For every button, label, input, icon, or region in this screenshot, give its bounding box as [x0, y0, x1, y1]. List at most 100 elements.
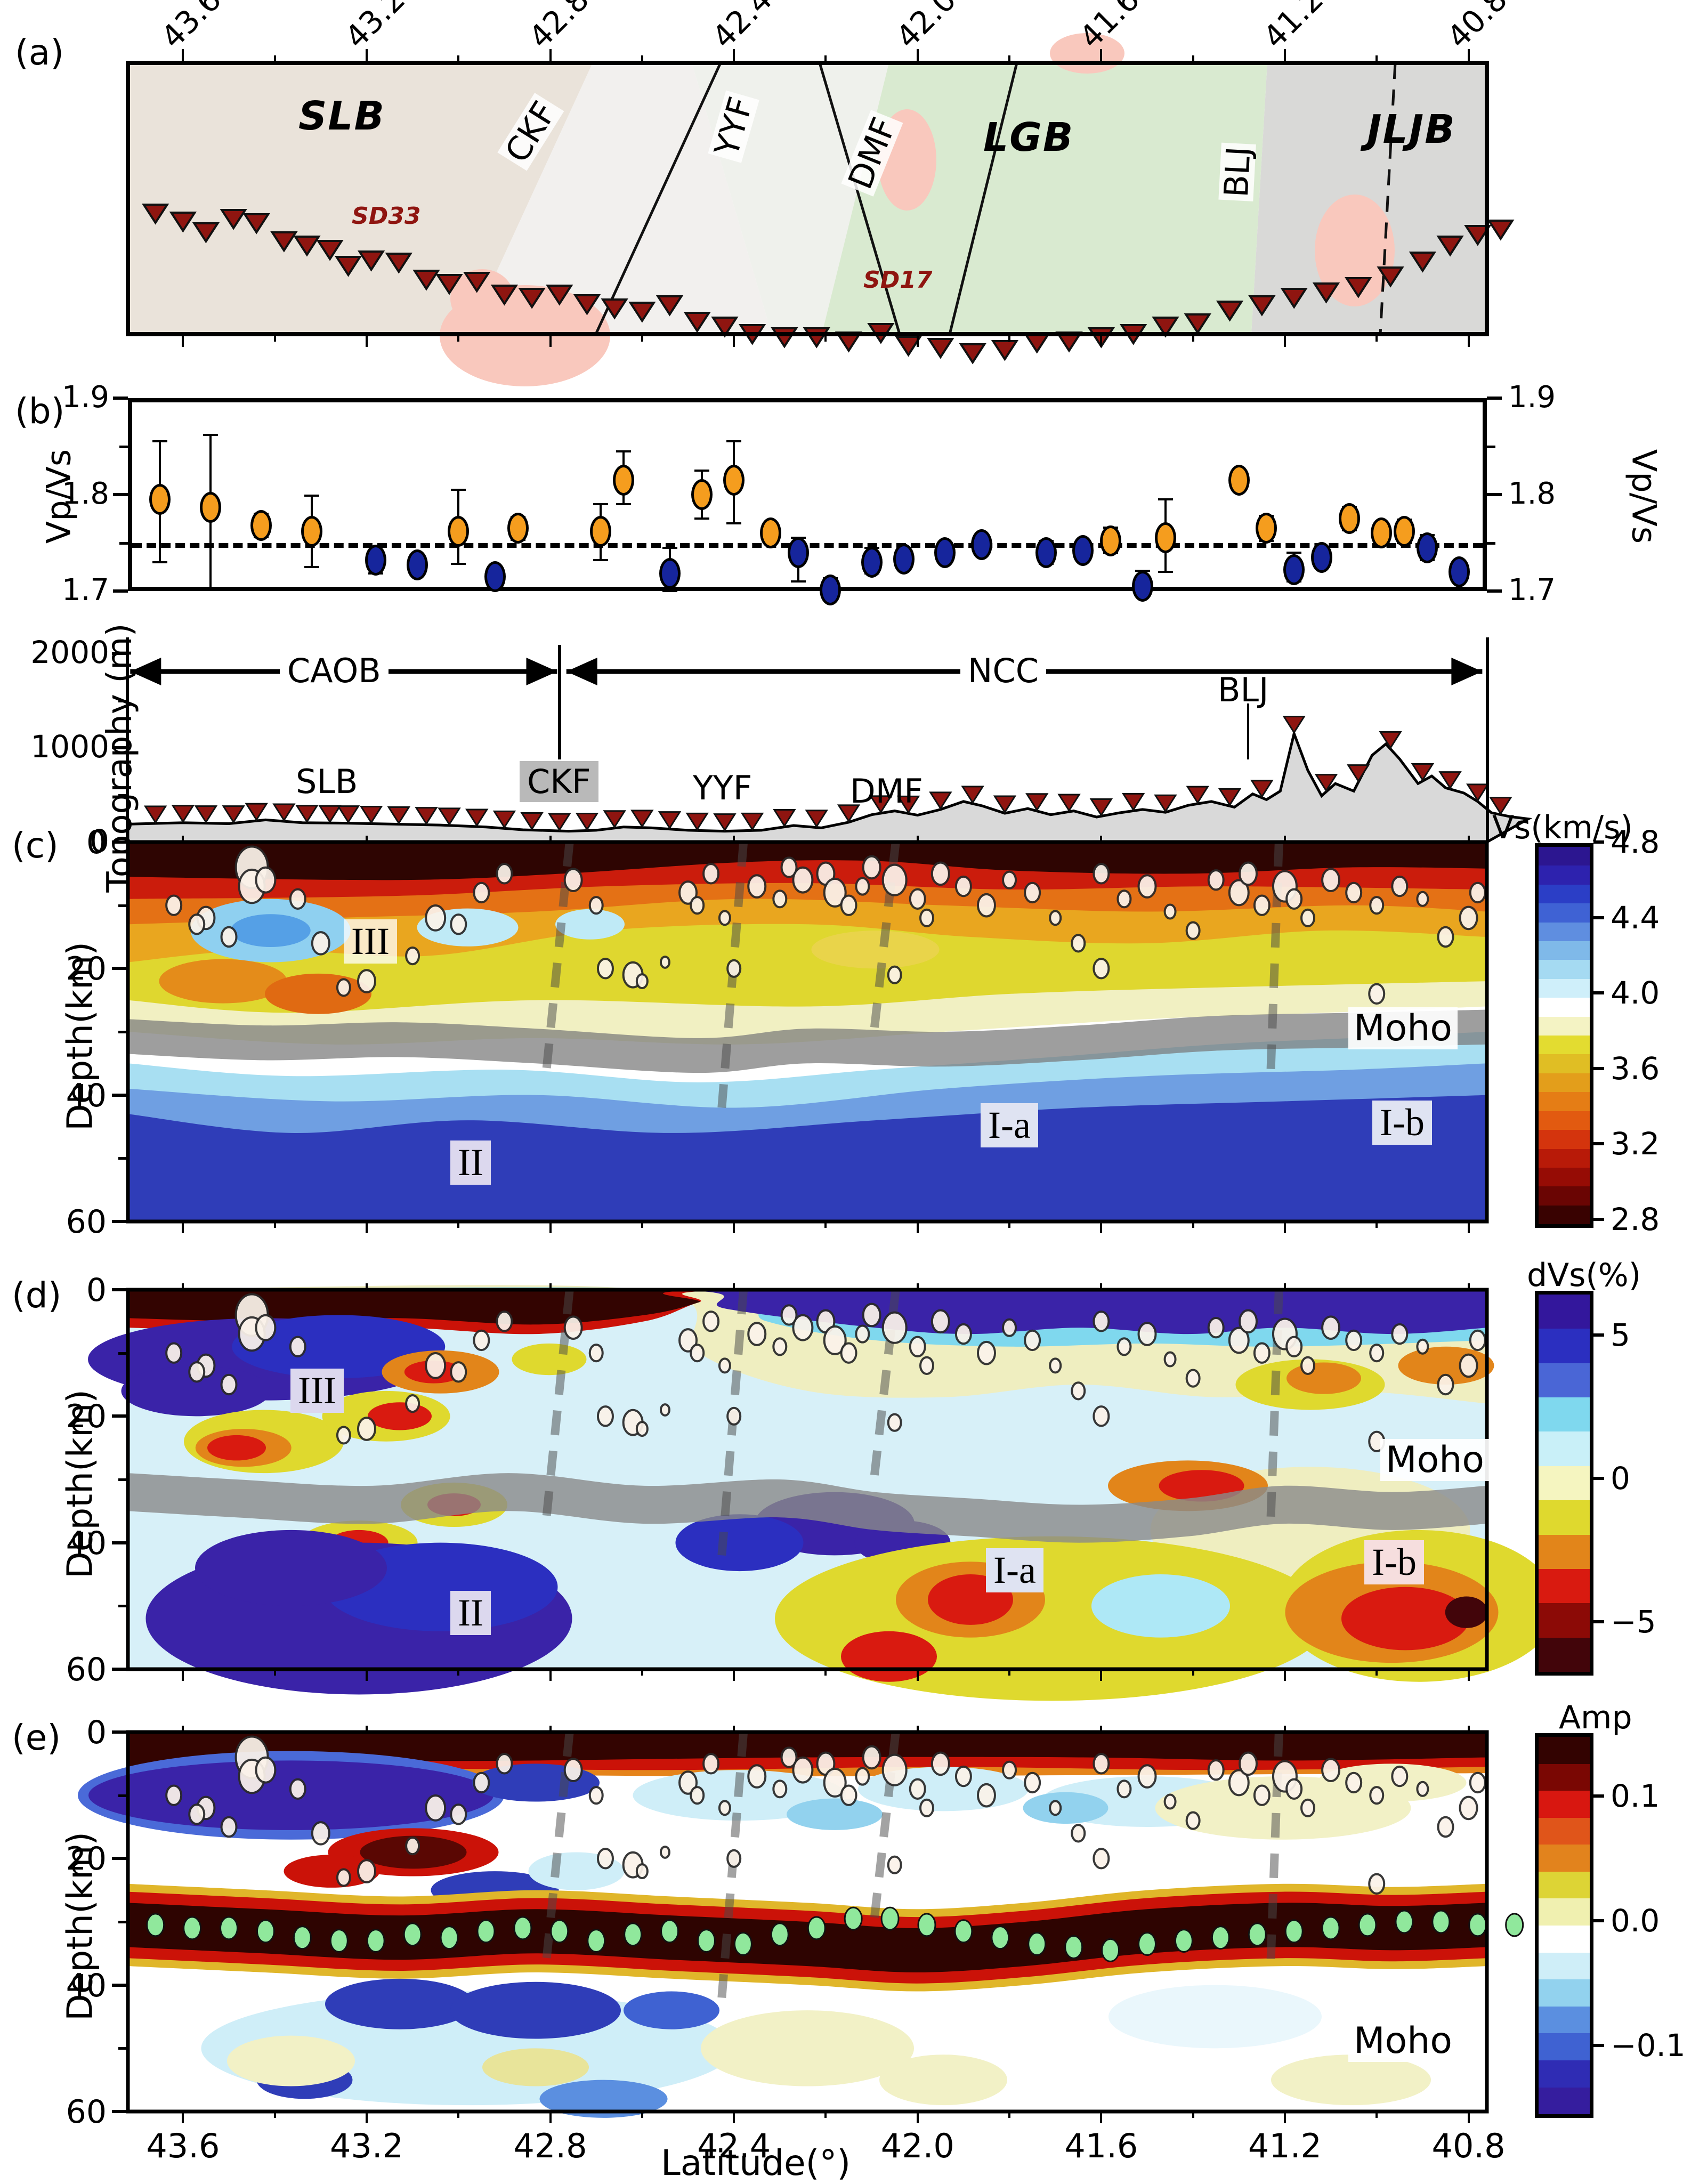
station-triangle — [1248, 295, 1276, 317]
earthquake-marker — [1369, 1786, 1385, 1805]
colorbar-segment — [1539, 1500, 1590, 1535]
earthquake-marker — [792, 1314, 814, 1341]
panel-b-letter: (b) — [15, 391, 65, 432]
vpvs-left-ticklabel: 1.9 — [61, 380, 109, 415]
earthquake-marker — [747, 1764, 767, 1789]
station-triangle — [656, 295, 684, 317]
earthquake-marker — [1391, 875, 1409, 897]
vpvs-error-cap — [616, 503, 632, 506]
topo-station-triangle — [318, 805, 342, 824]
earthquake-marker — [780, 1746, 798, 1768]
earthquake-marker — [336, 978, 351, 997]
map-region-label-lgb: LGB — [983, 115, 1074, 160]
earthquake-marker — [855, 877, 870, 896]
earthquake-marker — [165, 1784, 183, 1806]
map-bottom-tick — [916, 334, 919, 347]
earthquake-marker — [450, 1361, 467, 1383]
topo-station-triangle — [336, 805, 360, 824]
vpvs-error-cap — [203, 588, 219, 591]
colorbar-segment — [1539, 1845, 1590, 1872]
colorbar-segment — [1539, 1363, 1590, 1398]
map-region-label-jljb: JLJB — [1367, 107, 1456, 152]
moho-pick-dot — [440, 1926, 459, 1950]
section-x-tick — [182, 2112, 184, 2123]
earthquake-marker — [792, 1756, 814, 1784]
section-x-toptick — [365, 1726, 368, 1732]
earthquake-marker — [919, 908, 934, 927]
colorbar-segment — [1539, 1016, 1590, 1036]
ckf-divider-line — [557, 645, 561, 759]
vpvs-point — [590, 515, 612, 547]
topo-station-triangle — [1057, 794, 1081, 812]
vpvs-error-cap — [726, 522, 742, 525]
depth-axis-label-d: Depth(km) — [59, 1389, 101, 1579]
depth-tick — [112, 1288, 127, 1291]
section-c-field — [126, 840, 1489, 1224]
topo-station-triangle — [295, 805, 319, 823]
vpvs-point — [1338, 503, 1360, 535]
topo-station-triangle — [1025, 793, 1049, 812]
topo-station-triangle — [1489, 797, 1512, 815]
section-x-minor — [824, 1669, 827, 1676]
earthquake-marker — [1253, 1784, 1271, 1806]
earthquake-marker — [909, 1778, 926, 1800]
earthquake-marker — [311, 1821, 330, 1846]
section-x-tick — [365, 1222, 368, 1233]
moho-pick-dot — [1358, 1913, 1377, 1937]
colorbar-tick — [1593, 1142, 1604, 1146]
station-triangle — [357, 250, 385, 272]
depth-ticklabel: 60 — [66, 2093, 107, 2131]
section-x-minor — [1008, 2112, 1011, 2118]
section-d-moho-label: Moho — [1380, 1439, 1490, 1481]
colorbar-segment — [1539, 2087, 1590, 2115]
earthquake-marker — [678, 1770, 698, 1795]
earthquake-marker — [1002, 870, 1017, 889]
colorbar-segment — [1539, 1871, 1590, 1899]
topo-ticklabel: 0 — [90, 823, 109, 859]
section-x-toptick — [182, 836, 184, 842]
topo-station-triangle — [245, 803, 268, 821]
earthquake-marker — [976, 893, 996, 918]
earthquake-marker — [881, 1753, 908, 1786]
depth-tick — [112, 1414, 127, 1418]
colorbar-tick — [1593, 1794, 1604, 1798]
topo-station-triangle — [575, 812, 599, 831]
depth-minor-tick — [118, 904, 127, 907]
earthquake-marker — [1071, 1381, 1086, 1401]
earthquake-marker — [473, 1329, 490, 1352]
vpvs-error-cap — [451, 563, 466, 565]
vpvs-right-ticklabel: 1.8 — [1508, 476, 1556, 511]
earthquake-marker — [1345, 1329, 1363, 1352]
vpvs-error-cap — [694, 469, 709, 472]
earthquake-marker — [823, 1767, 847, 1798]
section-e-field — [78, 1730, 1524, 2118]
topo-station-triangle — [658, 811, 682, 830]
earthquake-marker — [726, 1406, 742, 1426]
earthquake-marker — [1093, 1405, 1110, 1427]
vpvs-error-cap — [616, 450, 632, 452]
topo-station-triangle — [993, 795, 1017, 814]
colorbar-segment — [1539, 1603, 1590, 1638]
map-bottom-minor-tick — [457, 334, 460, 342]
vpvs-point — [1228, 464, 1250, 496]
earthquake-marker — [919, 1798, 934, 1817]
earthquake-marker — [659, 956, 670, 969]
section-x-tick — [549, 2112, 552, 2123]
topo-station-triangle — [1121, 792, 1145, 812]
colorbar-ticklabel: 4.4 — [1611, 899, 1660, 936]
topo-station-triangle — [929, 791, 952, 810]
station-triangle — [142, 204, 169, 225]
topo-tick — [112, 652, 127, 655]
vpvs-right-minor — [1487, 541, 1495, 545]
earthquake-marker — [1207, 869, 1225, 891]
vpvs-point — [1449, 556, 1470, 587]
topo-station-triangle — [1314, 774, 1338, 792]
earthquake-marker — [1093, 1753, 1110, 1775]
vpvs-point — [934, 537, 956, 568]
depth-minor-tick — [118, 1921, 127, 1923]
colorbar-segment — [1539, 903, 1590, 923]
earthquake-marker — [220, 1816, 238, 1838]
topo-station-triangle — [1089, 798, 1113, 817]
earthquake-marker — [1116, 889, 1132, 909]
vpvs-error-cap — [1286, 551, 1302, 554]
